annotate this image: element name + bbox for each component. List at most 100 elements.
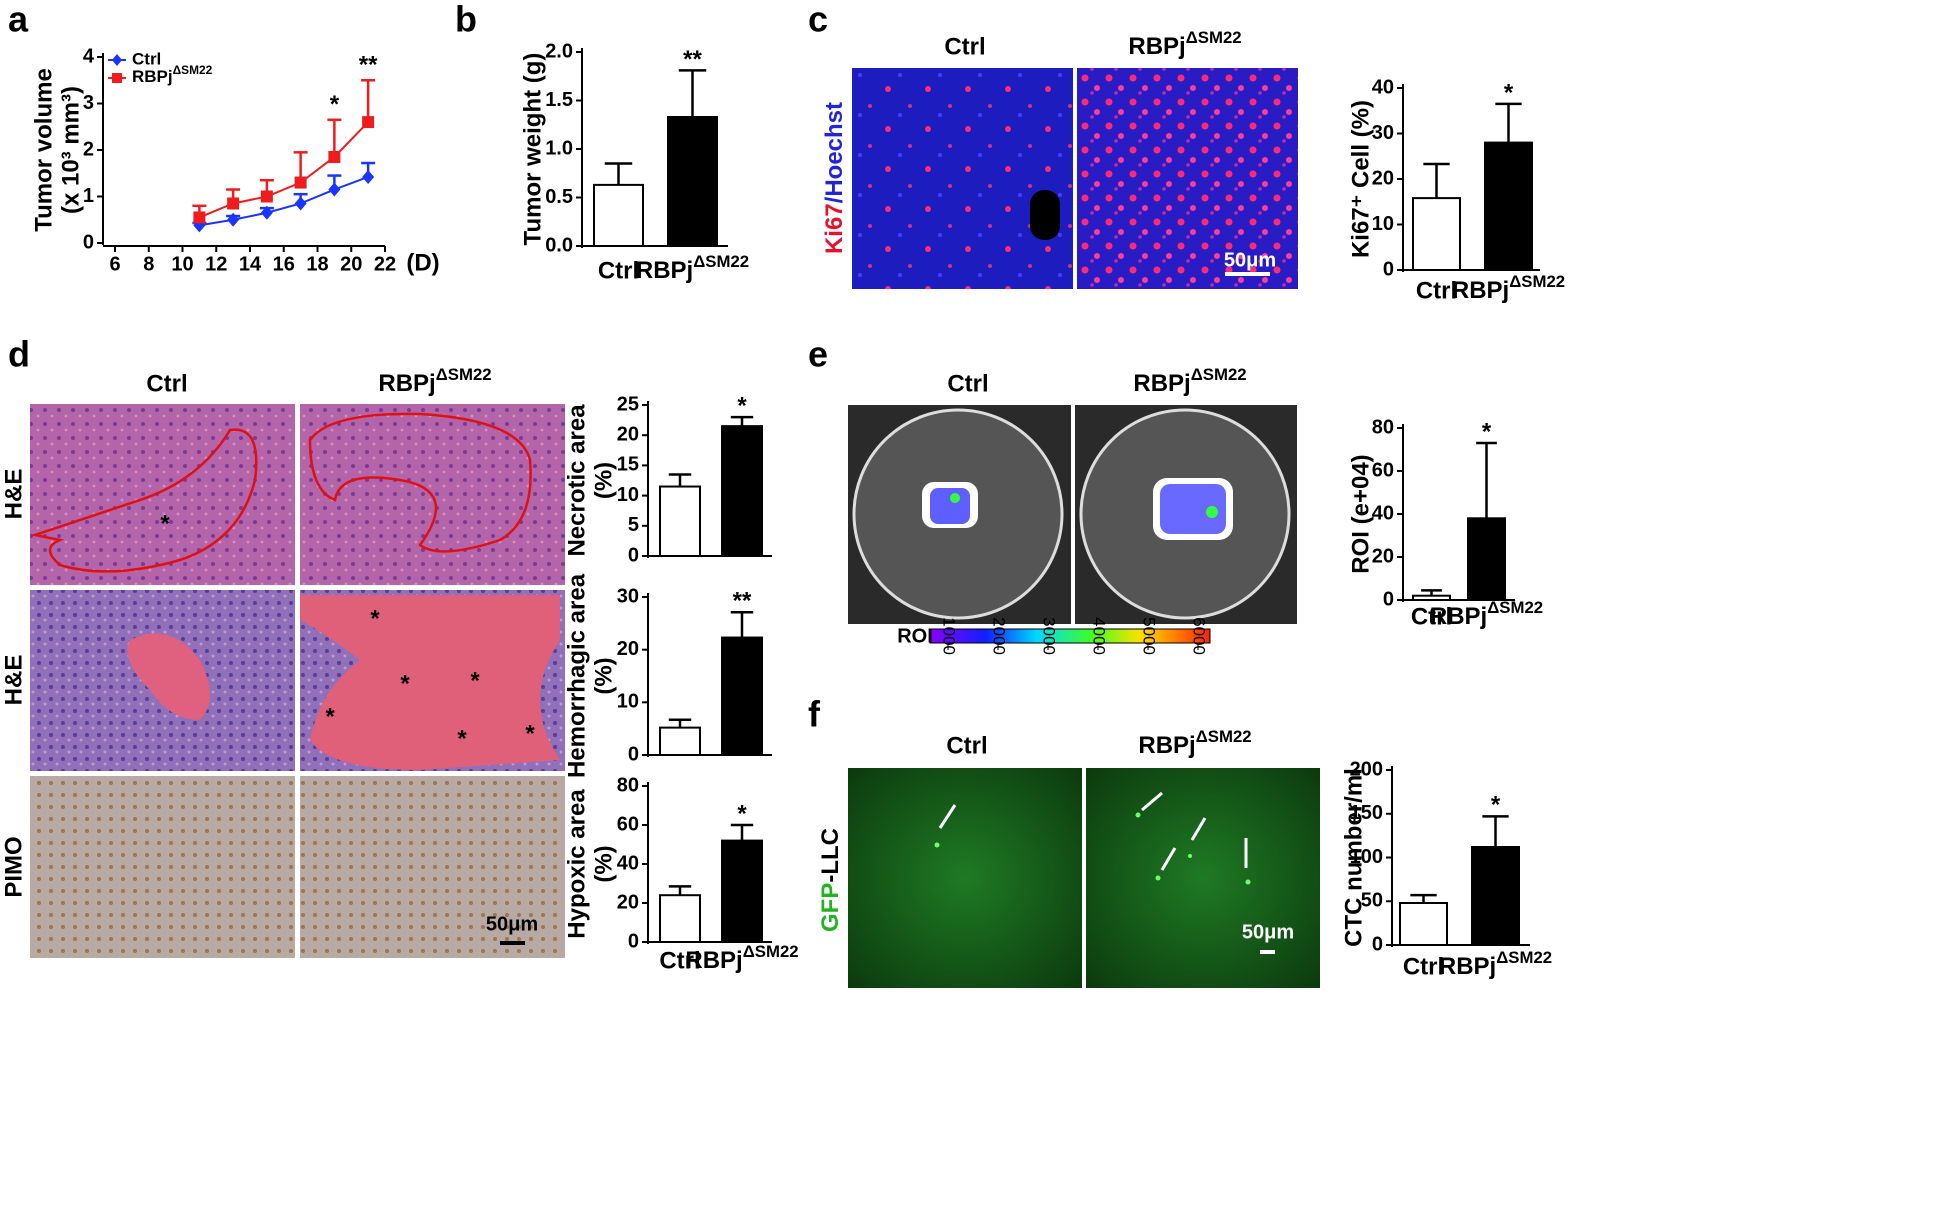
scale-bar-label: 50μm [1242, 921, 1294, 943]
text-part: ΔSM22 [1196, 727, 1252, 746]
x-tick-label: 8 [143, 253, 154, 275]
marker [328, 182, 341, 197]
colorbar [929, 628, 1211, 644]
image-mark: * [525, 720, 535, 747]
image-header: RBPjΔSM22 [1128, 28, 1241, 60]
image-header: Ctrl [946, 732, 987, 759]
image-mark: * [400, 670, 410, 697]
y-tick-label: 40 [617, 852, 639, 874]
marker [294, 176, 307, 189]
panel-letter: a [8, 0, 29, 40]
arrow [1141, 791, 1163, 812]
y-axis-label: (x 10³ mm³) [57, 86, 84, 214]
y-tick-label: 0 [628, 930, 639, 952]
y-tick-label: 3 [83, 92, 94, 114]
bar [721, 839, 763, 943]
y-tick-label: 10 [617, 484, 639, 506]
text-part: RBPj [1439, 953, 1496, 980]
y-tick-label: 25 [617, 393, 639, 415]
y-axis-label: (%) [590, 462, 617, 499]
y-axis-label: ROI (e+04) [1347, 454, 1374, 573]
text-part: ΔSM22 [173, 63, 213, 77]
y-axis-label: (%) [590, 657, 617, 694]
x-axis-label: (D) [406, 249, 439, 276]
y-tick-label: 5 [628, 514, 639, 536]
series-line [198, 121, 369, 219]
significance: * [737, 800, 747, 827]
y-tick-label: 20 [617, 638, 639, 660]
y-tick-label: 50 [1361, 890, 1383, 912]
image-header: RBPjΔSM22 [378, 365, 491, 397]
arrow [1160, 847, 1177, 871]
panel-letter: c [808, 0, 828, 40]
y-tick-label: 10 [1372, 213, 1394, 235]
colorbar-tick-label: 1000 [940, 617, 959, 655]
marker [362, 116, 375, 129]
y-axis-label: Hemorrhagic area [563, 573, 590, 778]
y-tick-label: 15 [617, 454, 639, 476]
colorbar-tick-label: 2000 [990, 617, 1009, 655]
y-tick-label: 40 [1372, 502, 1394, 524]
text-part: ΔSM22 [436, 365, 492, 384]
marker [362, 169, 375, 184]
scale-bar-label: 50μm [1224, 249, 1276, 271]
marker [328, 150, 341, 163]
image-header: Ctrl [944, 33, 985, 60]
scale-bar-label: 50μm [486, 913, 538, 935]
y-tick-label: 1.0 [545, 137, 573, 159]
tissue-gap [1030, 190, 1060, 240]
text-part: RBPj [378, 370, 435, 397]
x-tick-label: RBPjΔSM22 [636, 252, 749, 284]
text-part: RBPj [685, 947, 742, 974]
micrograph [300, 776, 565, 958]
y-tick-label: 0.5 [545, 186, 573, 208]
x-tick-label: Ctrl [659, 947, 700, 974]
cell [1155, 875, 1161, 881]
panel-letter: f [808, 694, 821, 735]
y-tick-label: 0 [1372, 933, 1383, 955]
colorbar-label: ROI [897, 625, 933, 647]
fluorescence-image [1086, 768, 1320, 988]
arrows [938, 791, 1248, 871]
cell [1245, 879, 1251, 885]
bar [659, 485, 701, 558]
marker [260, 190, 273, 203]
marker [260, 205, 273, 220]
x-tick-label: Ctrl [1411, 603, 1452, 630]
y-tick-label: 2.0 [545, 40, 573, 62]
x-tick-label: RBPjΔSM22 [1439, 948, 1552, 980]
x-tick-label: 10 [171, 253, 193, 275]
x-tick-label: Ctrl [1403, 953, 1444, 980]
y-tick-label: 1 [83, 185, 94, 207]
y-axis-label: Ki67⁺ Cell (%) [1347, 100, 1374, 258]
text-part: ΔSM22 [743, 942, 799, 961]
y-axis-label: CTC number/ml [1340, 768, 1367, 947]
text-part: RBPj [132, 67, 173, 86]
colorbar-tick-label: 5000 [1140, 617, 1159, 655]
x-tick-label: 22 [374, 253, 396, 275]
x-tick-label: 14 [239, 253, 262, 275]
y-tick-label: 4 [83, 45, 95, 67]
cells [934, 812, 1251, 885]
micrograph [852, 68, 1073, 289]
x-tick-label: Ctrl [1416, 277, 1457, 304]
colorbar-tick-label: 6000 [1190, 617, 1209, 655]
row-label: H&E [0, 469, 27, 520]
y-tick-label: 0 [628, 544, 639, 566]
stain-part: Ki67 [821, 203, 848, 254]
y-tick-label: 0 [628, 743, 639, 765]
y-tick-label: 60 [617, 813, 639, 835]
signal [950, 493, 960, 503]
image-header: RBPjΔSM22 [1138, 727, 1251, 759]
significance: ** [359, 52, 378, 79]
significance: * [1491, 792, 1501, 819]
y-tick-label: 150 [1350, 802, 1383, 824]
significance: ** [683, 46, 702, 73]
x-tick-label: RBPjΔSM22 [685, 942, 798, 974]
hemorrhage [127, 633, 210, 720]
image-mark: * [325, 703, 335, 730]
y-tick-label: 40 [1372, 76, 1394, 98]
stain-label: GFP-LLC [817, 828, 844, 932]
colorbar-tick-label: 3000 [1040, 617, 1059, 655]
